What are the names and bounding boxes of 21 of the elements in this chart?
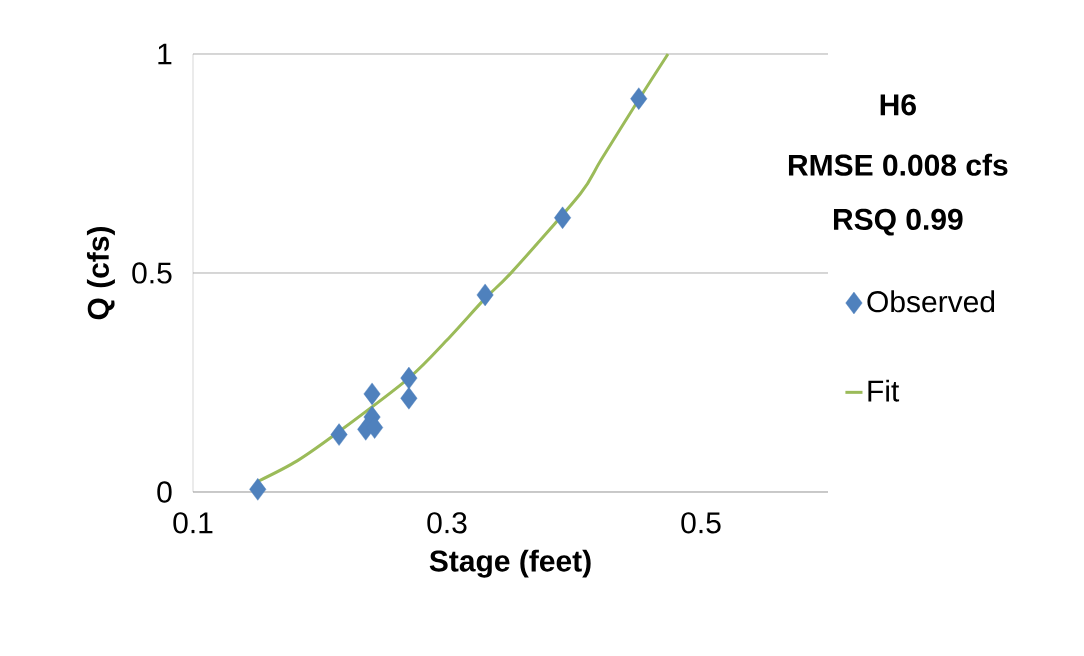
legend-label: Observed xyxy=(867,290,995,313)
text: H6 xyxy=(880,94,916,116)
x-tick-label: 0.5 xyxy=(681,512,721,534)
x-axis-title: Stage (feet) xyxy=(429,549,591,578)
point xyxy=(400,366,418,390)
y-tick-label: 0.5 xyxy=(132,262,172,284)
text: RSQ 0.99 xyxy=(833,208,963,236)
point xyxy=(249,478,267,501)
point xyxy=(363,382,381,406)
y-tick-label: 1 xyxy=(158,43,172,65)
point xyxy=(400,387,418,410)
y-tick-label: 0 xyxy=(157,481,172,503)
legend-label: Fit xyxy=(868,379,900,402)
point xyxy=(476,283,494,307)
annotation: RMSE 0.008 cfs xyxy=(788,153,1008,176)
point xyxy=(330,423,348,446)
point xyxy=(630,87,648,110)
x-tick-label: 0.3 xyxy=(427,512,467,534)
y-axis-title: Q (cfs) xyxy=(86,227,115,320)
x-tick-label: 0.1 xyxy=(173,512,213,534)
point xyxy=(554,206,572,230)
